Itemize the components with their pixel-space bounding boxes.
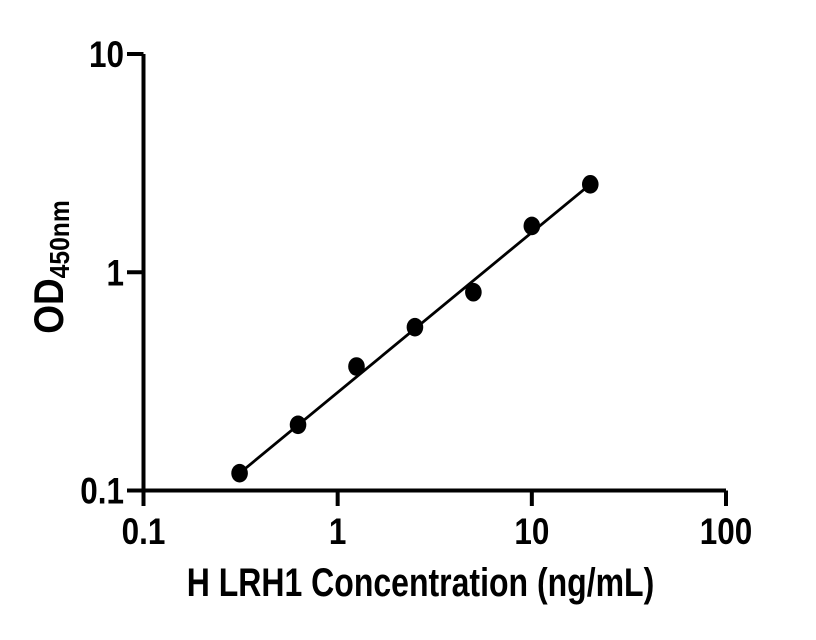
y-axis-title-main: OD [25, 278, 72, 334]
data-point [581, 174, 599, 194]
y-axis-title-subscript: 450nm [44, 200, 75, 279]
data-point [231, 463, 248, 483]
x-axis-title: H LRH1 Concentration (ng/mL) [186, 561, 655, 605]
data-point [465, 282, 482, 302]
data-point [406, 317, 424, 337]
y-tick-label: 0.1 [80, 471, 124, 512]
y-tick-label: 1 [107, 253, 124, 294]
x-tick-label: 100 [700, 512, 752, 553]
x-tick-label: 1 [329, 512, 346, 553]
x-tick-label: 10 [514, 512, 549, 553]
y-axis-title: OD450nm [25, 200, 75, 334]
axis-spine [141, 54, 726, 493]
data-point [523, 216, 541, 236]
data-point [289, 415, 307, 435]
data-point [348, 357, 365, 376]
y-tick-label: 10 [89, 35, 124, 76]
x-tick-label: 0.1 [122, 512, 166, 553]
